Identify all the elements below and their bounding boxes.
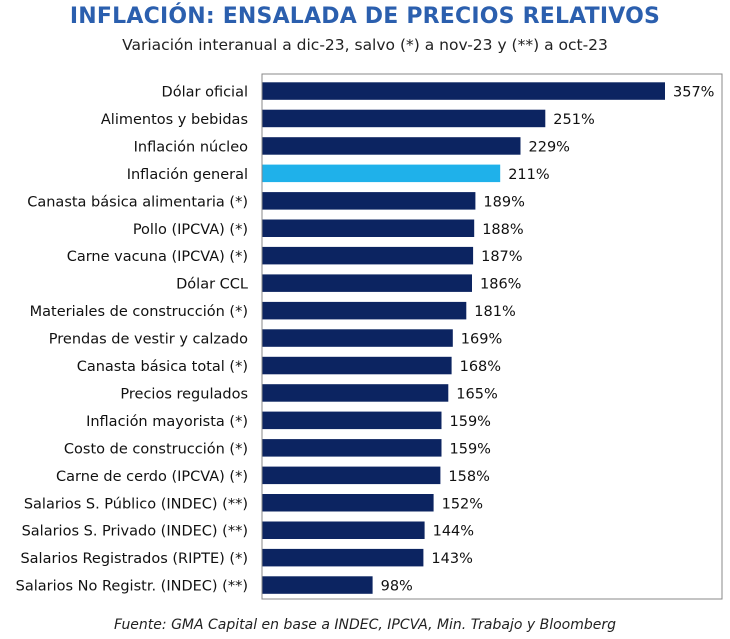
bar (262, 82, 665, 100)
value-label: 143% (431, 551, 472, 567)
value-label: 187% (481, 249, 522, 265)
chart-subtitle: Variación interanual a dic-23, salvo (*)… (122, 36, 608, 54)
chart-title: INFLACIÓN: ENSALADA DE PRECIOS RELATIVOS (69, 4, 661, 29)
value-label: 357% (673, 85, 714, 101)
value-label: 251% (553, 112, 594, 128)
value-label: 168% (460, 359, 501, 375)
category-label: Prendas de vestir y calzado (49, 332, 248, 348)
category-label: Inflación general (127, 167, 248, 183)
category-label: Costo de construcción (*) (64, 441, 248, 457)
value-label: 189% (483, 194, 524, 210)
bar (262, 219, 475, 237)
category-label: Carne vacuna (IPCVA) (*) (67, 249, 248, 265)
bar (262, 246, 474, 265)
bar (262, 329, 453, 347)
category-label: Canasta básica alimentaria (*) (27, 194, 248, 210)
bar (262, 274, 472, 292)
bar (262, 411, 442, 430)
value-label: 169% (461, 332, 502, 348)
value-label: 158% (448, 469, 489, 485)
category-label: Inflación mayorista (*) (86, 414, 248, 430)
value-label: 159% (450, 414, 491, 430)
value-label: 188% (482, 222, 523, 238)
category-label: Alimentos y bebidas (101, 112, 248, 128)
category-label: Inflación núcleo (134, 139, 248, 155)
category-label: Canasta básica total (*) (77, 359, 248, 375)
bar (262, 548, 424, 567)
value-label: 229% (529, 139, 570, 155)
value-label: 152% (442, 496, 483, 512)
category-label: Salarios Registrados (RIPTE) (*) (20, 551, 248, 567)
value-label: 144% (433, 524, 474, 540)
category-label: Salarios No Registr. (INDEC) (**) (16, 579, 248, 595)
value-label: 98% (381, 579, 413, 595)
category-label: Carne de cerdo (IPCVA) (*) (56, 469, 248, 485)
bar (262, 494, 434, 512)
value-label: 211% (508, 167, 549, 183)
category-label: Dólar CCL (176, 277, 248, 293)
value-label: 165% (456, 386, 497, 402)
bar (262, 192, 476, 210)
bar (262, 576, 373, 594)
category-label: Salarios S. Privado (INDEC) (**) (22, 524, 248, 540)
category-label: Dólar oficial (162, 85, 248, 101)
bar (262, 356, 452, 375)
bar (262, 439, 442, 457)
category-label: Precios regulados (120, 386, 248, 402)
value-label: 186% (480, 277, 521, 293)
bar (262, 301, 467, 320)
bar (262, 521, 425, 539)
bar-highlight (262, 164, 501, 183)
category-label: Materiales de construcción (*) (30, 304, 248, 320)
source-note: Fuente: GMA Capital en base a INDEC, IPC… (113, 617, 617, 633)
bar (262, 137, 521, 155)
bar (262, 466, 441, 485)
category-label: Salarios S. Público (INDEC) (**) (24, 496, 248, 512)
bar (262, 384, 449, 402)
value-label: 181% (474, 304, 515, 320)
value-label: 159% (450, 441, 491, 457)
category-label: Pollo (IPCVA) (*) (133, 222, 248, 238)
bar (262, 109, 546, 128)
